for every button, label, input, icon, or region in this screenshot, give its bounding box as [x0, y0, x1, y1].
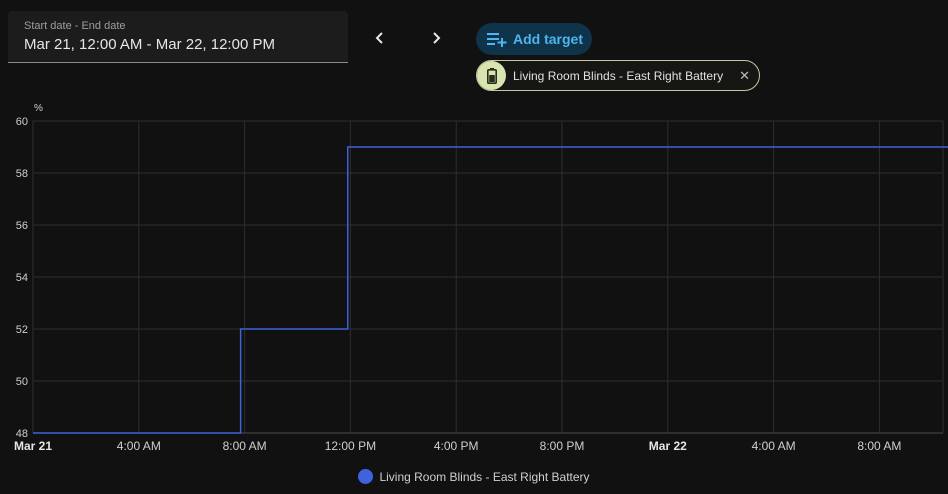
chart-legend[interactable]: Living Room Blinds - East Right Battery: [0, 469, 948, 484]
target-chip[interactable]: Living Room Blinds - East Right Battery …: [476, 60, 760, 91]
battery-icon: [486, 67, 497, 84]
series-line: [33, 146, 948, 434]
x-tick-label: 4:00 AM: [117, 439, 161, 453]
chevron-left-icon: [375, 32, 383, 44]
y-tick-label: 58: [16, 168, 28, 180]
x-tick-label: 4:00 AM: [752, 439, 796, 453]
date-range-value: Mar 21, 12:00 AM - Mar 22, 12:00 PM: [24, 36, 275, 53]
target-chip-label: Living Room Blinds - East Right Battery: [513, 68, 724, 83]
y-tick-label: 48: [16, 428, 28, 440]
x-tick-label: Mar 21: [14, 439, 52, 453]
previous-period-button[interactable]: [364, 22, 396, 54]
x-tick-label: 8:00 AM: [857, 439, 901, 453]
remove-target-icon[interactable]: ✕: [739, 67, 750, 83]
legend-series-swatch: [358, 469, 374, 484]
add-target-label: Add target: [513, 31, 583, 47]
x-tick-label: 8:00 AM: [223, 439, 267, 453]
y-tick-label: 54: [16, 272, 28, 284]
y-tick-label: 60: [16, 116, 28, 128]
y-tick-label: 52: [16, 324, 28, 336]
date-range-label: Start date - End date: [24, 20, 126, 32]
legend-series-label: Living Room Blinds - East Right Battery: [379, 469, 590, 484]
x-tick-label: 4:00 PM: [434, 439, 479, 453]
playlist-add-icon: [487, 33, 507, 47]
x-tick-label: 8:00 PM: [540, 439, 585, 453]
date-range-field[interactable]: Start date - End date Mar 21, 12:00 AM -…: [8, 11, 348, 63]
y-tick-label: 56: [16, 220, 28, 232]
x-tick-label: Mar 22: [649, 439, 687, 453]
y-tick-label: 50: [16, 376, 28, 388]
chevron-right-icon: [433, 32, 441, 44]
next-period-button[interactable]: [420, 22, 452, 54]
add-target-button[interactable]: Add target: [476, 23, 592, 55]
y-axis-unit: %: [34, 103, 43, 114]
x-tick-label: 12:00 PM: [325, 439, 376, 453]
battery-icon-badge: [477, 61, 506, 90]
